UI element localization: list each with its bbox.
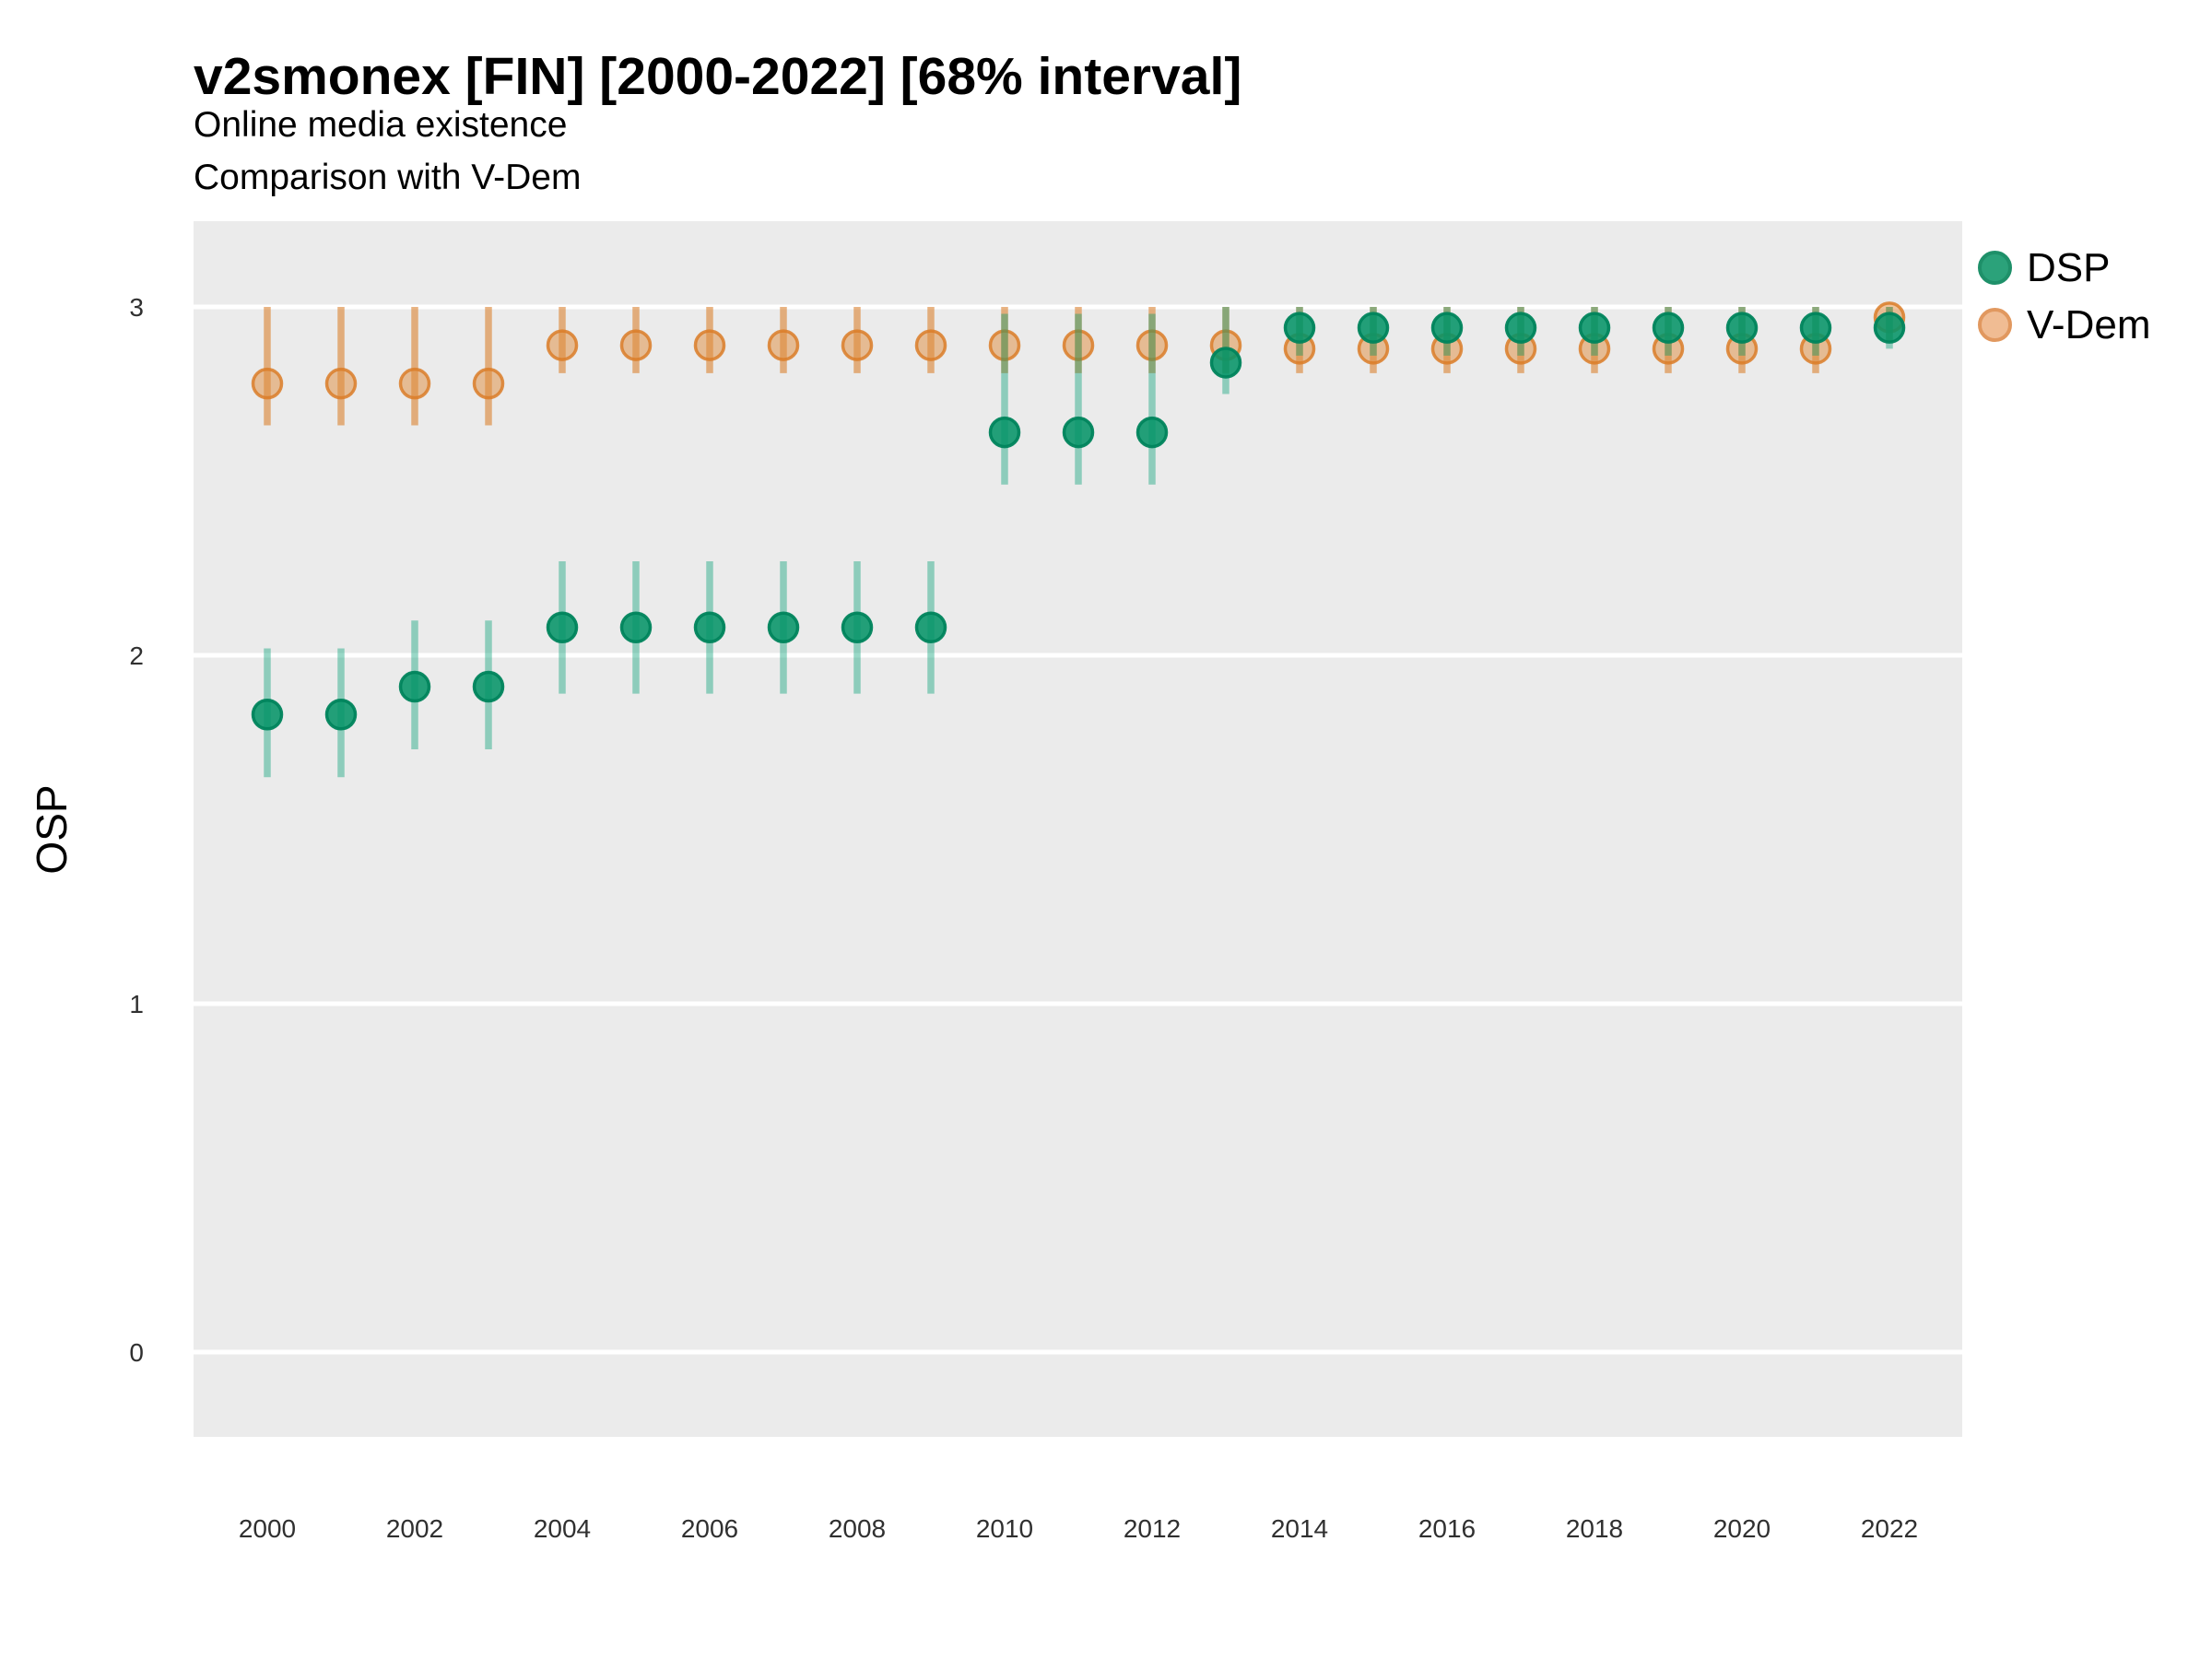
dsp-point-2004 <box>546 611 579 644</box>
dsp-point-2000 <box>251 699 284 731</box>
dsp-point-2008 <box>841 611 874 644</box>
dsp-point-2015 <box>1357 312 1390 344</box>
vdem-point-2009 <box>914 329 947 361</box>
dsp-point-2016 <box>1430 312 1464 344</box>
chart-title: v2smonex [FIN] [2000-2022] [68% interval… <box>194 47 1242 106</box>
vdem-legend-dot-icon <box>1978 308 2012 342</box>
vdem-point-2000 <box>251 367 284 400</box>
dsp-point-2012 <box>1135 416 1169 449</box>
vdem-point-2006 <box>693 329 726 361</box>
dsp-legend-dot-icon <box>1978 251 2012 285</box>
dsp-point-2010 <box>988 416 1021 449</box>
vdem-point-2001 <box>324 367 358 400</box>
dsp-point-2005 <box>619 611 653 644</box>
dsp-point-2022 <box>1873 312 1906 344</box>
y-tick-label-1: 1 <box>129 990 144 1018</box>
x-tick-label-2010: 2010 <box>976 1514 1033 1543</box>
y-tick-label-3: 3 <box>129 293 144 322</box>
dsp-point-2014 <box>1283 312 1316 344</box>
dsp-point-2006 <box>693 611 726 644</box>
y-tick-label-2: 2 <box>129 641 144 670</box>
dsp-point-2007 <box>767 611 800 644</box>
dsp-point-2001 <box>324 699 358 731</box>
dsp-point-2011 <box>1062 416 1095 449</box>
dsp-point-2018 <box>1578 312 1611 344</box>
x-tick-label-2014: 2014 <box>1271 1514 1328 1543</box>
dsp-point-2002 <box>398 670 431 703</box>
x-tick-label-2020: 2020 <box>1713 1514 1771 1543</box>
dsp-point-2009 <box>914 611 947 644</box>
vdem-point-2012 <box>1135 329 1169 361</box>
y-axis-title: OSP <box>28 784 76 875</box>
dsp-point-2013 <box>1209 347 1242 379</box>
legend-label-dsp: DSP <box>2027 244 2111 290</box>
x-tick-label-2008: 2008 <box>829 1514 886 1543</box>
dsp-point-2017 <box>1504 312 1537 344</box>
chart-subtitle-line1: Online media existence <box>194 105 568 145</box>
vdem-point-2003 <box>472 367 505 400</box>
x-tick-label-2016: 2016 <box>1418 1514 1476 1543</box>
vdem-point-2010 <box>988 329 1021 361</box>
dsp-point-2003 <box>472 670 505 703</box>
x-tick-label-2004: 2004 <box>534 1514 591 1543</box>
vdem-point-2004 <box>546 329 579 361</box>
dsp-point-2020 <box>1725 312 1759 344</box>
legend-item-dsp: DSP <box>1978 245 2150 290</box>
x-tick-label-2002: 2002 <box>386 1514 443 1543</box>
dsp-point-2021 <box>1799 312 1832 344</box>
legend: DSP V-Dem <box>1978 245 2150 347</box>
legend-label-vdem: V-Dem <box>2027 301 2151 347</box>
vdem-point-2011 <box>1062 329 1095 361</box>
chart-subtitle-line2: Comparison with V-Dem <box>194 158 582 197</box>
x-tick-label-2000: 2000 <box>239 1514 296 1543</box>
y-tick-label-0: 0 <box>129 1338 144 1367</box>
vdem-point-2002 <box>398 367 431 400</box>
dsp-point-2019 <box>1652 312 1685 344</box>
x-tick-label-2012: 2012 <box>1124 1514 1181 1543</box>
vdem-point-2008 <box>841 329 874 361</box>
x-tick-label-2006: 2006 <box>681 1514 738 1543</box>
vdem-point-2007 <box>767 329 800 361</box>
x-tick-label-2022: 2022 <box>1861 1514 1918 1543</box>
vdem-point-2005 <box>619 329 653 361</box>
legend-item-vdem: V-Dem <box>1978 302 2150 347</box>
x-tick-label-2018: 2018 <box>1566 1514 1623 1543</box>
